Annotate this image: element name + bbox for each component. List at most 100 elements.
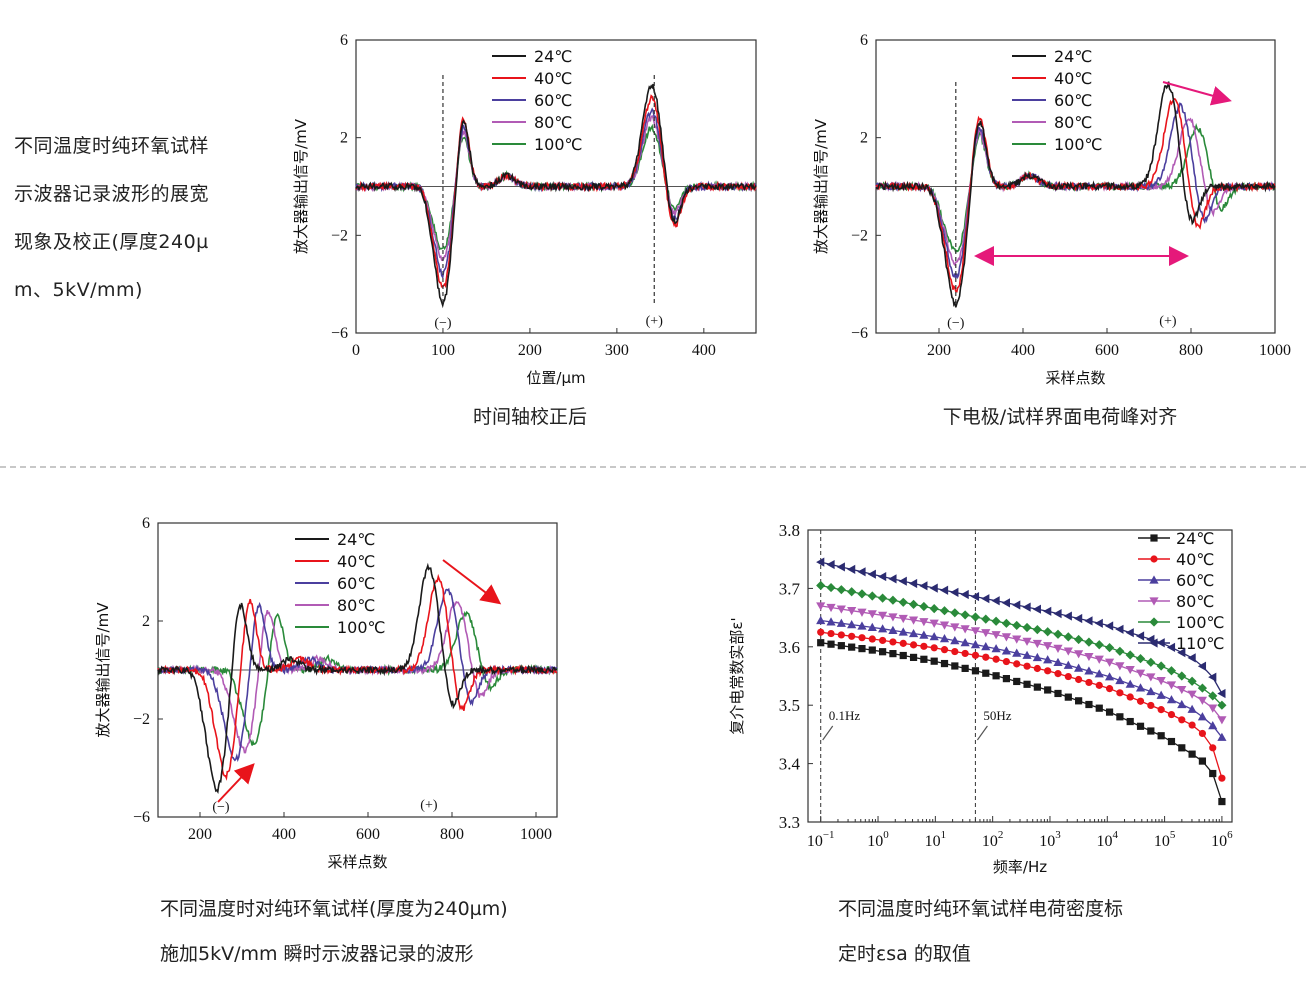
y-tick-label: 3.7	[779, 579, 801, 598]
data-point	[1209, 769, 1217, 778]
legend-label: 60℃	[337, 574, 375, 593]
data-point	[930, 644, 938, 652]
y-tick-label: 2	[340, 130, 348, 147]
data-point	[1125, 650, 1135, 660]
data-point	[1197, 712, 1208, 721]
chart4-caption-line2: 定时εsa 的取值	[838, 943, 971, 965]
data-point	[826, 603, 836, 613]
data-point	[1084, 616, 1093, 626]
data-point	[929, 583, 938, 593]
data-point	[929, 632, 939, 641]
data-point	[1208, 691, 1218, 701]
data-point	[837, 631, 845, 639]
series-line-40c	[875, 97, 1276, 293]
data-point	[939, 621, 950, 630]
intro-line: 现象及校正(厚度240µ	[14, 231, 209, 253]
data-point	[950, 623, 960, 632]
frequency-marker-pointer	[822, 725, 834, 741]
data-point	[899, 639, 907, 647]
data-point	[1136, 722, 1145, 730]
data-point	[1074, 650, 1084, 659]
data-point	[1218, 797, 1226, 806]
x-tick-label: 104	[1097, 829, 1119, 850]
data-point	[816, 557, 825, 567]
data-point	[1013, 660, 1021, 668]
data-point	[961, 664, 969, 672]
data-point	[898, 597, 908, 607]
data-point	[826, 582, 836, 593]
data-point	[1032, 604, 1041, 614]
chart3-caption-line1: 不同温度时对纯环氧试样(厚度为240µm)	[160, 898, 508, 920]
data-point	[1074, 663, 1084, 672]
data-point	[857, 608, 867, 617]
data-point	[1187, 690, 1197, 699]
legend-label: 80℃	[337, 596, 375, 615]
legend-label: 60℃	[1176, 571, 1214, 590]
data-point	[899, 651, 907, 660]
data-point	[836, 585, 846, 595]
data-point	[1032, 639, 1042, 649]
data-point	[888, 595, 898, 605]
data-point	[970, 612, 981, 622]
data-point	[1105, 708, 1114, 716]
data-point	[1115, 646, 1125, 656]
data-point	[836, 605, 846, 614]
annotation-positive: (+)	[420, 798, 438, 813]
legend-label: 100℃	[1054, 135, 1103, 154]
data-point	[982, 669, 990, 677]
data-point	[1187, 676, 1197, 686]
series-line-100c	[820, 584, 1223, 706]
data-point	[1178, 716, 1186, 724]
data-point	[1147, 701, 1155, 710]
data-point	[1125, 665, 1135, 675]
data-point	[1053, 629, 1063, 639]
legend-marker	[1149, 597, 1159, 606]
data-point	[1063, 660, 1073, 669]
x-tick-label: 0	[352, 342, 360, 359]
legend-marker	[1150, 555, 1158, 563]
section-divider	[0, 466, 1306, 468]
legend-label: 110℃	[1176, 634, 1225, 653]
data-point	[1197, 661, 1207, 671]
data-point	[1135, 683, 1146, 692]
data-point	[1146, 657, 1156, 667]
shift-arrow-neg	[217, 763, 255, 803]
legend-label: 60℃	[1054, 91, 1092, 110]
legend-label: 24℃	[534, 47, 572, 66]
data-point	[847, 587, 857, 597]
frequency-marker-label: 50Hz	[983, 708, 1011, 723]
legend-label: 60℃	[534, 91, 572, 110]
data-point	[961, 649, 969, 658]
data-point	[939, 634, 950, 643]
data-point	[919, 630, 929, 639]
data-point	[919, 601, 929, 612]
intro-text: 不同温度时纯环氧试样 示波器记录波形的展宽 现象及校正(厚度240µ m、5kV…	[14, 122, 254, 314]
data-point	[1001, 618, 1012, 628]
data-point	[909, 641, 918, 649]
y-tick-label: 3.5	[779, 696, 800, 715]
data-point	[1095, 704, 1103, 712]
data-point	[1053, 657, 1063, 667]
data-point	[1075, 675, 1083, 684]
x-tick-label: 10−1	[807, 829, 835, 850]
data-point	[1146, 673, 1156, 682]
data-point	[1074, 613, 1083, 624]
data-point	[1166, 695, 1177, 704]
data-point	[1022, 602, 1031, 612]
x-tick-label: 1000	[520, 826, 552, 843]
series-line-24c	[355, 83, 757, 309]
data-point	[1177, 671, 1187, 681]
legend-label: 24℃	[1176, 529, 1214, 548]
data-point	[1135, 654, 1146, 664]
data-point	[1022, 637, 1032, 646]
data-point	[1084, 652, 1094, 662]
y-tick-label: 2	[142, 613, 150, 630]
data-point	[981, 642, 991, 651]
y-axis-label: 放大器输出信号/mV	[94, 602, 112, 738]
chart4-caption-line1: 不同温度时纯环氧试样电荷密度标	[838, 898, 1124, 920]
data-point	[1156, 677, 1166, 686]
data-point	[929, 604, 939, 614]
legend-marker	[1149, 617, 1159, 627]
x-axis-label: 位置/µm	[526, 369, 585, 387]
